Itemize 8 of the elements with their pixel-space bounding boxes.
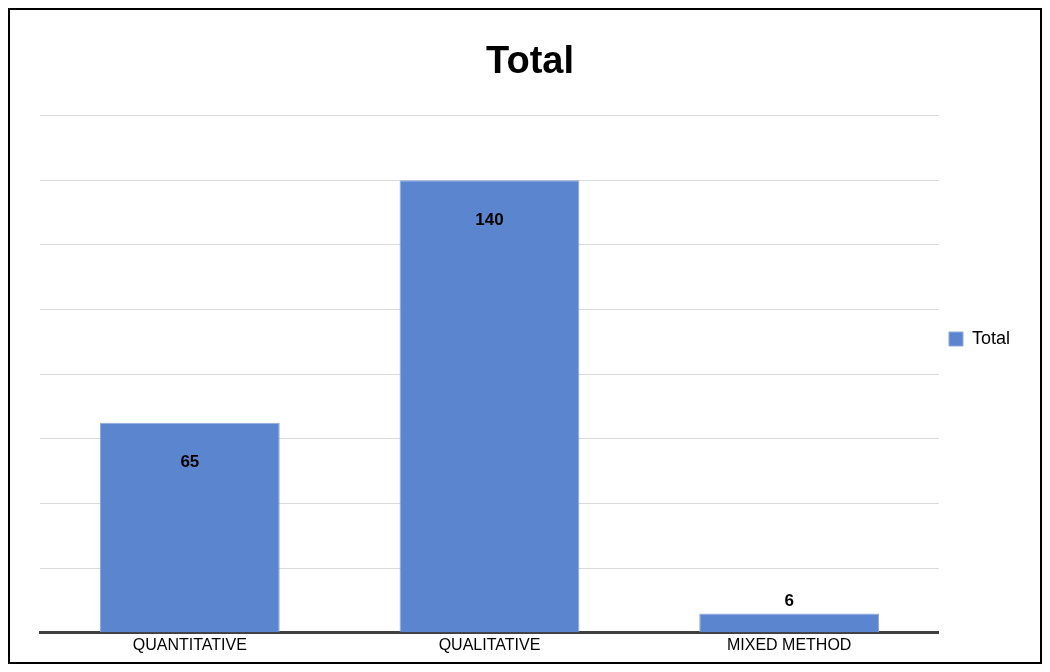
x-tick-label: QUALITATIVE (438, 635, 541, 653)
data-label: 140 (475, 209, 504, 229)
chart-title: Total (486, 39, 574, 82)
legend-label: Total (971, 327, 1011, 348)
data-label: 65 (180, 452, 200, 472)
x-tick-label: QUANTITATIVE (132, 635, 247, 653)
data-label: 6 (784, 590, 794, 610)
x-tick-label: MIXED METHOD (726, 635, 852, 653)
